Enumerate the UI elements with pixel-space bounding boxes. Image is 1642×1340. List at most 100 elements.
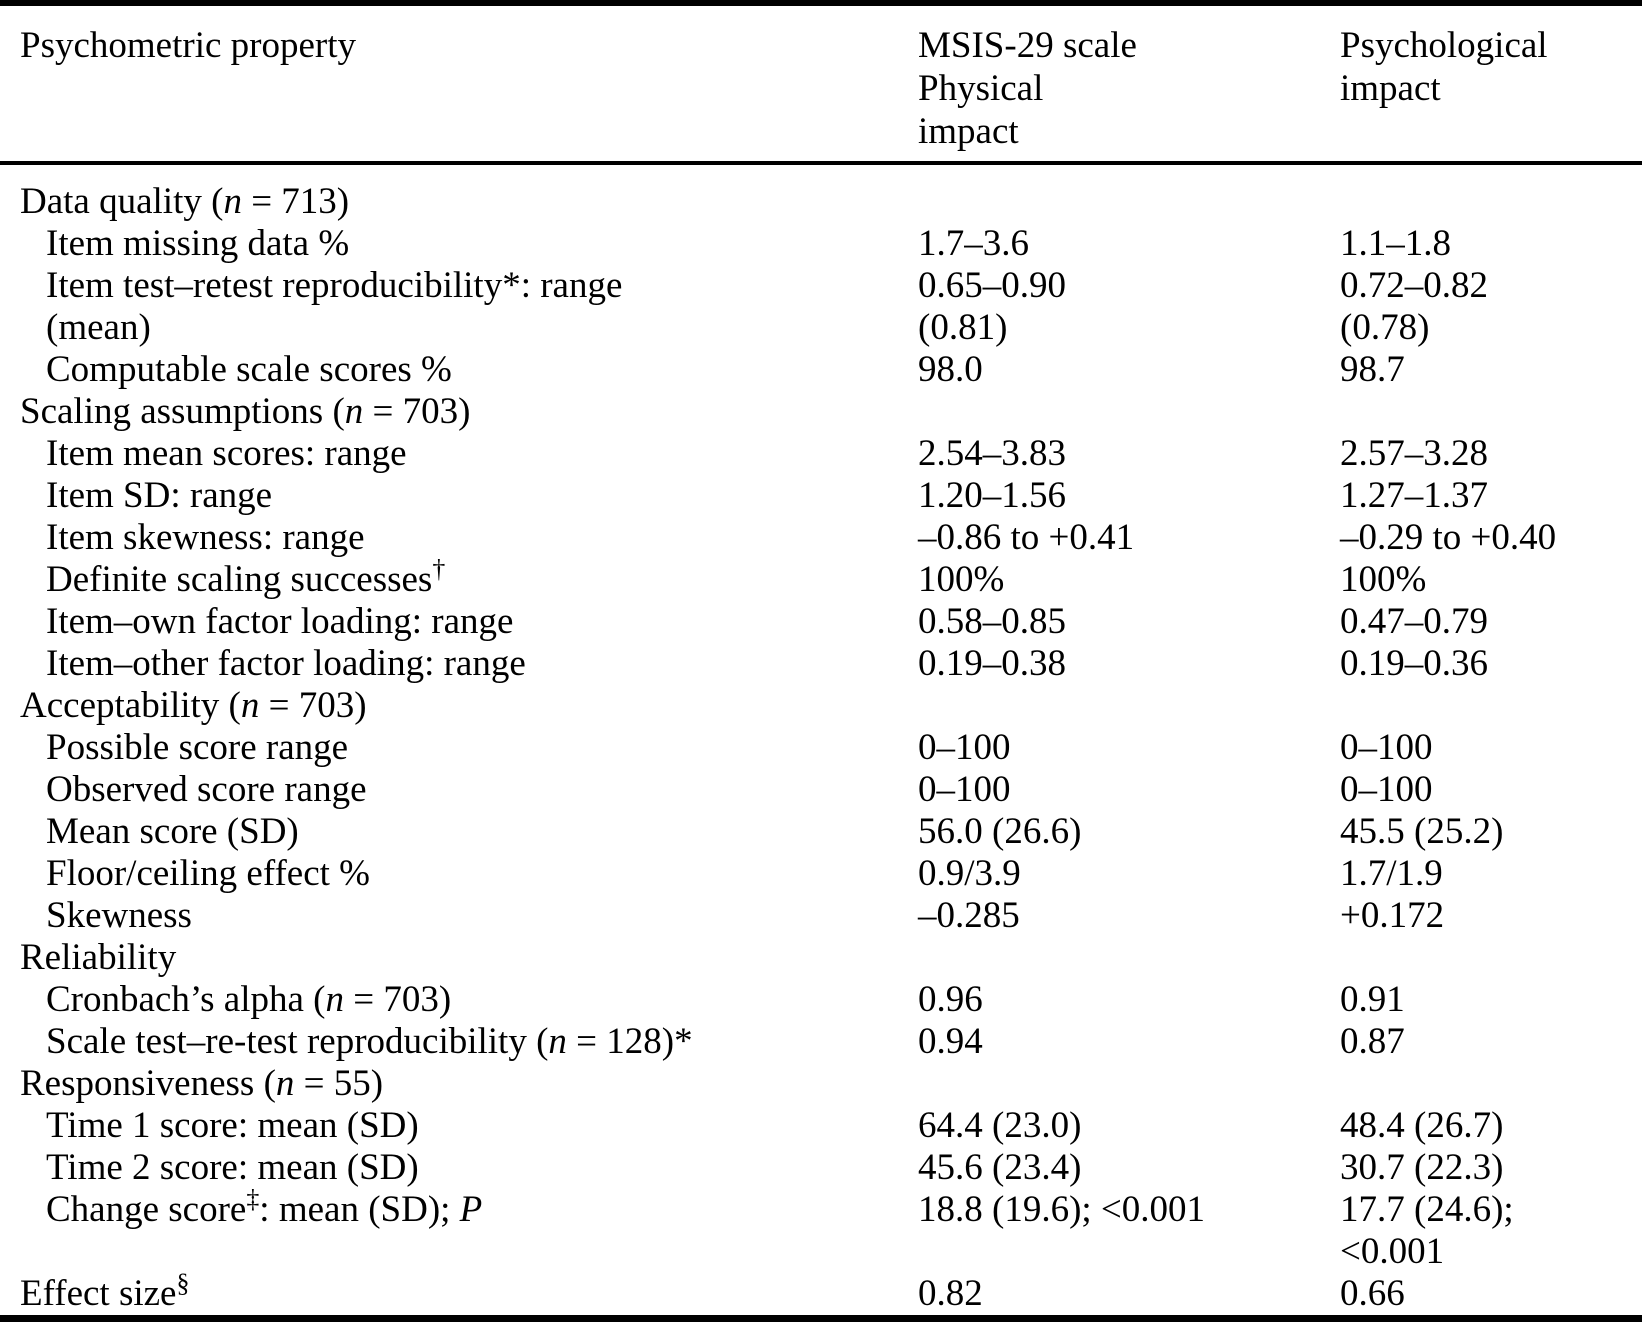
footnote-marker: § [176, 1268, 190, 1298]
table-row-item: Item test–retest reproducibility*: range… [0, 265, 1642, 307]
physical-impact-value: –0.285 [918, 895, 1020, 936]
label-text: = 703) [343, 979, 452, 1020]
table-row-item: Item missing data % 1.7–3.6 1.1–1.8 [0, 223, 1642, 265]
table-row-item: Item SD: range 1.20–1.56 1.27–1.37 [0, 475, 1642, 517]
physical-impact-value: 0–100 [918, 727, 1011, 768]
label-text: : mean (SD); [259, 1189, 460, 1230]
label-text: Item test–retest reproducibility*: range [46, 265, 623, 306]
label-text: = 703) [259, 685, 367, 726]
psychological-impact-value: 17.7 (24.6); <0.001 [1340, 1189, 1514, 1272]
table-row-section: Effect size§ 0.82 0.66 [0, 1270, 1642, 1319]
psychological-impact-value: 0.87 [1340, 1021, 1405, 1062]
psychological-impact-value: 98.7 [1340, 349, 1405, 390]
label-text: Possible score range [46, 727, 349, 768]
table-row-item: Computable scale scores % 98.0 98.7 [0, 349, 1642, 391]
footnote-marker: ‡ [246, 1184, 260, 1214]
physical-impact-value: 1.20–1.56 [918, 475, 1066, 516]
label-text: n [223, 181, 242, 222]
row-label: Change score‡: mean (SD); P [0, 1186, 918, 1273]
psychological-impact-value: +0.172 [1340, 895, 1445, 936]
footnote-marker: † [432, 554, 446, 584]
row-label: Item–other factor loading: range [0, 643, 918, 685]
label-text: Change score [46, 1189, 247, 1230]
label-text: Observed score range [46, 769, 367, 810]
column-header-psychometric-property: Psychometric property [0, 3, 918, 165]
table-row-item: Item–own factor loading: range 0.58–0.85 0… [0, 601, 1642, 643]
psychological-impact-value: 0–100 [1340, 727, 1433, 768]
label-text: (mean) [46, 307, 151, 348]
table-row-section: Responsiveness (n = 55) [0, 1063, 1642, 1105]
row-label: Time 1 score: mean (SD) [0, 1105, 918, 1147]
table-row-item: Item skewness: range –0.86 to +0.41 –0.29 … [0, 517, 1642, 559]
physical-impact-value: 0.65–0.90 [918, 265, 1066, 306]
row-label: Possible score range [0, 727, 918, 769]
physical-impact-value [918, 937, 1340, 979]
row-label: Data quality (n = 713) [0, 163, 918, 223]
table-row-item: Floor/ceiling effect % 0.9/3.9 1.7/1.9 [0, 853, 1642, 895]
physical-impact-value [918, 1063, 1340, 1105]
row-label: Computable scale scores % [0, 349, 918, 391]
label-text: Item mean scores: range [46, 433, 407, 474]
physical-impact-value: 64.4 (23.0) [918, 1105, 1082, 1146]
psychological-impact-value: 1.1–1.8 [1340, 223, 1451, 264]
psychological-impact-value [1340, 391, 1642, 433]
psychological-impact-value: 0.91 [1340, 979, 1405, 1020]
header-row: Psychometric property MSIS-29 scale Phys… [0, 3, 1642, 165]
psychological-impact-value: 0–100 [1340, 769, 1433, 810]
psychological-impact-value: 2.57–3.28 [1340, 433, 1488, 474]
row-label: Floor/ceiling effect % [0, 853, 918, 895]
label-text: Item SD: range [46, 475, 273, 516]
label-text: Floor/ceiling effect % [46, 853, 370, 894]
psychological-impact-value: 45.5 (25.2) [1340, 811, 1504, 852]
label-text: Item skewness: range [46, 517, 365, 558]
table-row-item: Definite scaling successes† 100% 100% [0, 556, 1642, 601]
physical-impact-value: 0.96 [918, 979, 983, 1020]
psychological-impact-value: 0.19–0.36 [1340, 643, 1488, 684]
table-row-item: Item mean scores: range 2.54–3.83 2.57–3.2… [0, 433, 1642, 475]
label-text: n [344, 391, 364, 432]
row-label: (mean) [0, 307, 918, 349]
label-text: Skewness [46, 895, 192, 936]
row-label: Mean score (SD) [0, 811, 918, 853]
psychological-impact-value: 100% [1340, 559, 1427, 600]
table-row-item: Scale test–re-test reproducibility (n = … [0, 1021, 1642, 1063]
psychological-impact-value: –0.29 to +0.40 [1340, 517, 1557, 558]
row-label: Item test–retest reproducibility*: range [0, 265, 918, 307]
psychological-impact-value [1340, 685, 1642, 727]
physical-impact-value: 2.54–3.83 [918, 433, 1066, 474]
table-row-section: Scaling assumptions (n = 703) [0, 391, 1642, 433]
physical-impact-value: 1.7–3.6 [918, 223, 1029, 264]
label-text: Scaling assumptions ( [20, 391, 345, 432]
physical-impact-value [918, 391, 1340, 433]
row-label: Responsiveness (n = 55) [0, 1063, 918, 1105]
table-row-item: Time 1 score: mean (SD) 64.4 (23.0) 48.4 (… [0, 1105, 1642, 1147]
row-label: Skewness [0, 895, 918, 937]
psychological-impact-value: 1.7/1.9 [1340, 853, 1443, 894]
psychological-impact-value: 0.66 [1340, 1273, 1405, 1314]
label-text: n [548, 1021, 567, 1062]
label-text: = 713) [241, 181, 350, 222]
physical-impact-value: 0.58–0.85 [918, 601, 1066, 642]
label-text: Reliability [20, 937, 177, 978]
label-text: = 128)* [566, 1021, 693, 1062]
table-row-item: Observed score range 0–100 0–100 [0, 769, 1642, 811]
physical-impact-value: 0.19–0.38 [918, 643, 1066, 684]
table-row-item: Mean score (SD) 56.0 (26.6) 45.5 (25.2) [0, 811, 1642, 853]
table-row-item: Possible score range 0–100 0–100 [0, 727, 1642, 769]
label-text: n [325, 979, 344, 1020]
label-text: Item–other factor loading: range [46, 643, 526, 684]
physical-impact-value: 100% [918, 559, 1005, 600]
psychological-impact-value: 0.47–0.79 [1340, 601, 1488, 642]
row-label: Time 2 score: mean (SD) [0, 1147, 918, 1189]
label-text: Time 1 score: mean (SD) [46, 1105, 419, 1146]
row-label: Effect size§ [0, 1270, 918, 1319]
row-label: Item missing data % [0, 223, 918, 265]
label-text: n [240, 685, 260, 726]
label-text: Time 2 score: mean (SD) [46, 1147, 419, 1188]
table-row-item: Skewness –0.285 +0.172 [0, 895, 1642, 937]
row-label: Reliability [0, 937, 918, 979]
row-label: Scaling assumptions (n = 703) [0, 391, 918, 433]
physical-impact-value: 56.0 (26.6) [918, 811, 1082, 852]
physical-impact-value: 0.9/3.9 [918, 853, 1021, 894]
